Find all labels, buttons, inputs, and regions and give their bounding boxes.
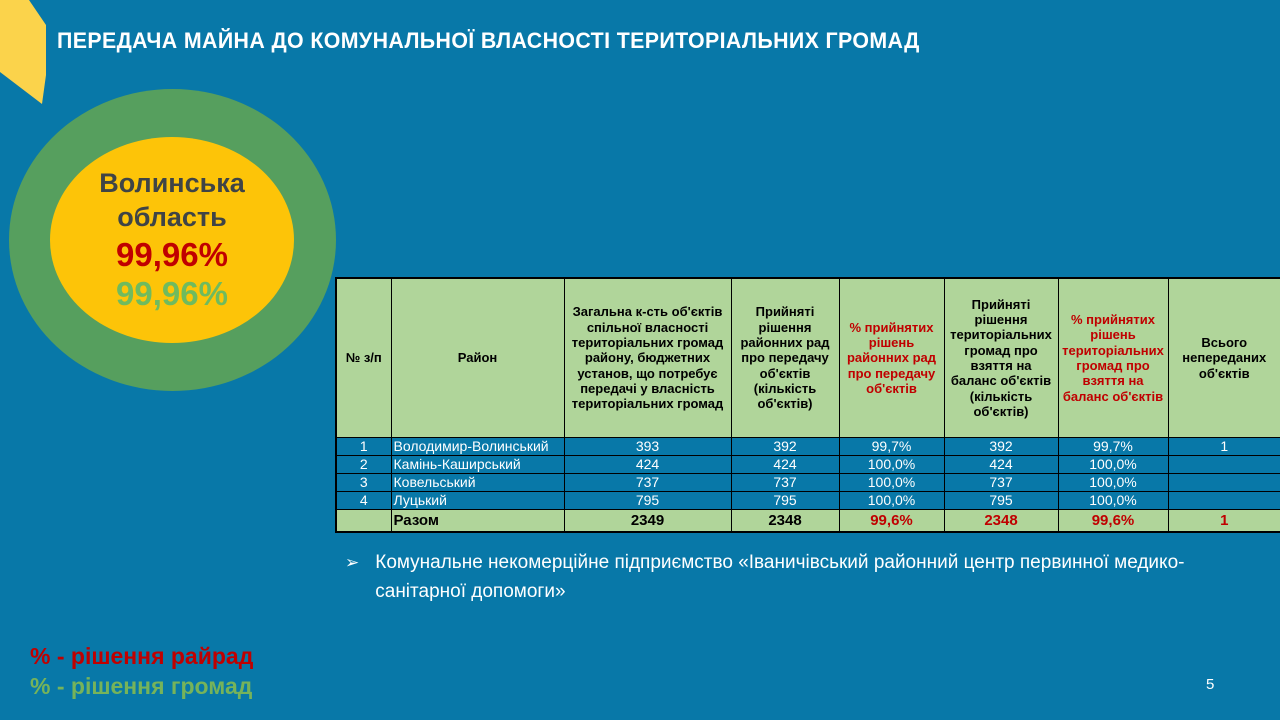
table-cell: 737 <box>563 473 732 492</box>
table-cell: 795 <box>943 491 1059 510</box>
table-cell: 99,6% <box>1057 509 1169 533</box>
legend-hromad: % - рішення громад <box>30 672 253 699</box>
table-cell: 2349 <box>563 509 732 533</box>
percent-rayrad-value: 99,96% <box>116 235 228 273</box>
region-name-line1: Волинська <box>99 168 245 199</box>
column-header-hromad-decisions: Прийняті рішення територіальних громад п… <box>943 277 1059 438</box>
table-cell-total-label: Разом <box>390 509 565 533</box>
table-cell: Ковельський <box>390 473 565 492</box>
table-cell: Камінь-Каширський <box>390 455 565 474</box>
table-row: 2 Камінь-Каширський 424 424 100,0% 424 1… <box>335 455 1280 474</box>
slide-title: ПЕРЕДАЧА МАЙНА ДО КОМУНАЛЬНОЇ ВЛАСНОСТІ … <box>57 28 920 53</box>
table-cell: 100,0% <box>1057 491 1169 510</box>
table-cell: 424 <box>730 455 840 474</box>
column-header-untransferred: Всього непереданих об'єктів <box>1167 277 1280 438</box>
percent-legend: % - рішення райрад % - рішення громад <box>30 642 253 702</box>
chevron-bullet-icon: ➢ <box>345 553 360 572</box>
table-cell <box>1167 491 1280 510</box>
table-cell <box>1167 473 1280 492</box>
legend-rayrad: % - рішення райрад <box>30 643 254 669</box>
table-row: 1 Володимир-Волинський 393 392 99,7% 392… <box>335 437 1280 456</box>
percent-hromad-value: 99,96% <box>116 274 228 312</box>
table-total-row: Разом 2349 2348 99,6% 2348 99,6% 1 <box>335 509 1280 533</box>
table-cell: 4 <box>335 491 392 510</box>
table-cell: 737 <box>730 473 840 492</box>
column-header-rayrad-percent: % прийнятих рішень районних рад про пере… <box>838 277 945 438</box>
districts-table: № з/п Район Загальна к-сть об'єктів спіл… <box>335 277 1280 533</box>
table-header-row: № з/п Район Загальна к-сть об'єктів спіл… <box>335 277 1280 438</box>
table-cell: 100,0% <box>1057 455 1169 474</box>
table-cell <box>1167 455 1280 474</box>
column-header-num: № з/п <box>335 277 392 438</box>
table-cell: Луцький <box>390 491 565 510</box>
table-row: 3 Ковельський 737 737 100,0% 737 100,0% <box>335 473 1280 492</box>
table-cell: 100,0% <box>838 473 945 492</box>
region-name-line2: область <box>117 202 227 233</box>
table-cell: 100,0% <box>838 491 945 510</box>
table-cell: 424 <box>563 455 732 474</box>
table-cell: 392 <box>730 437 840 456</box>
region-badge: Волинська область 99,96% 99,96% <box>9 89 336 391</box>
note-item: ➢ Комунальне некомерційне підприємство «… <box>345 548 1250 607</box>
table-cell: 99,7% <box>838 437 945 456</box>
note-text: Комунальне некомерційне підприємство «Ів… <box>375 552 1185 603</box>
table-cell: 393 <box>563 437 732 456</box>
table-cell: 1 <box>1167 509 1280 533</box>
table-cell: 3 <box>335 473 392 492</box>
page-number: 5 <box>1206 676 1215 693</box>
table-cell: 795 <box>563 491 732 510</box>
table-row: 4 Луцький 795 795 100,0% 795 100,0% <box>335 491 1280 510</box>
table-cell: 424 <box>943 455 1059 474</box>
table-cell: Володимир-Волинський <box>390 437 565 456</box>
table-cell: 737 <box>943 473 1059 492</box>
table-cell: 100,0% <box>838 455 945 474</box>
table-cell: 99,7% <box>1057 437 1169 456</box>
table-cell: 2348 <box>730 509 840 533</box>
table-cell: 1 <box>335 437 392 456</box>
table-cell: 1 <box>1167 437 1280 456</box>
corner-ribbon-decoration <box>0 0 46 104</box>
table-cell <box>335 509 392 533</box>
table-cell: 795 <box>730 491 840 510</box>
table-cell: 392 <box>943 437 1059 456</box>
table-cell: 100,0% <box>1057 473 1169 492</box>
column-header-total-objects: Загальна к-сть об'єктів спільної власнос… <box>563 277 732 438</box>
table-cell: 2 <box>335 455 392 474</box>
column-header-district: Район <box>390 277 565 438</box>
column-header-hromad-percent: % прийнятих рішень територіальних громад… <box>1057 277 1169 438</box>
column-header-rayrad-decisions: Прийняті рішення районних рад про переда… <box>730 277 840 438</box>
table-cell: 99,6% <box>838 509 945 533</box>
table-cell: 2348 <box>943 509 1059 533</box>
region-badge-inner: Волинська область 99,96% 99,96% <box>50 137 294 343</box>
